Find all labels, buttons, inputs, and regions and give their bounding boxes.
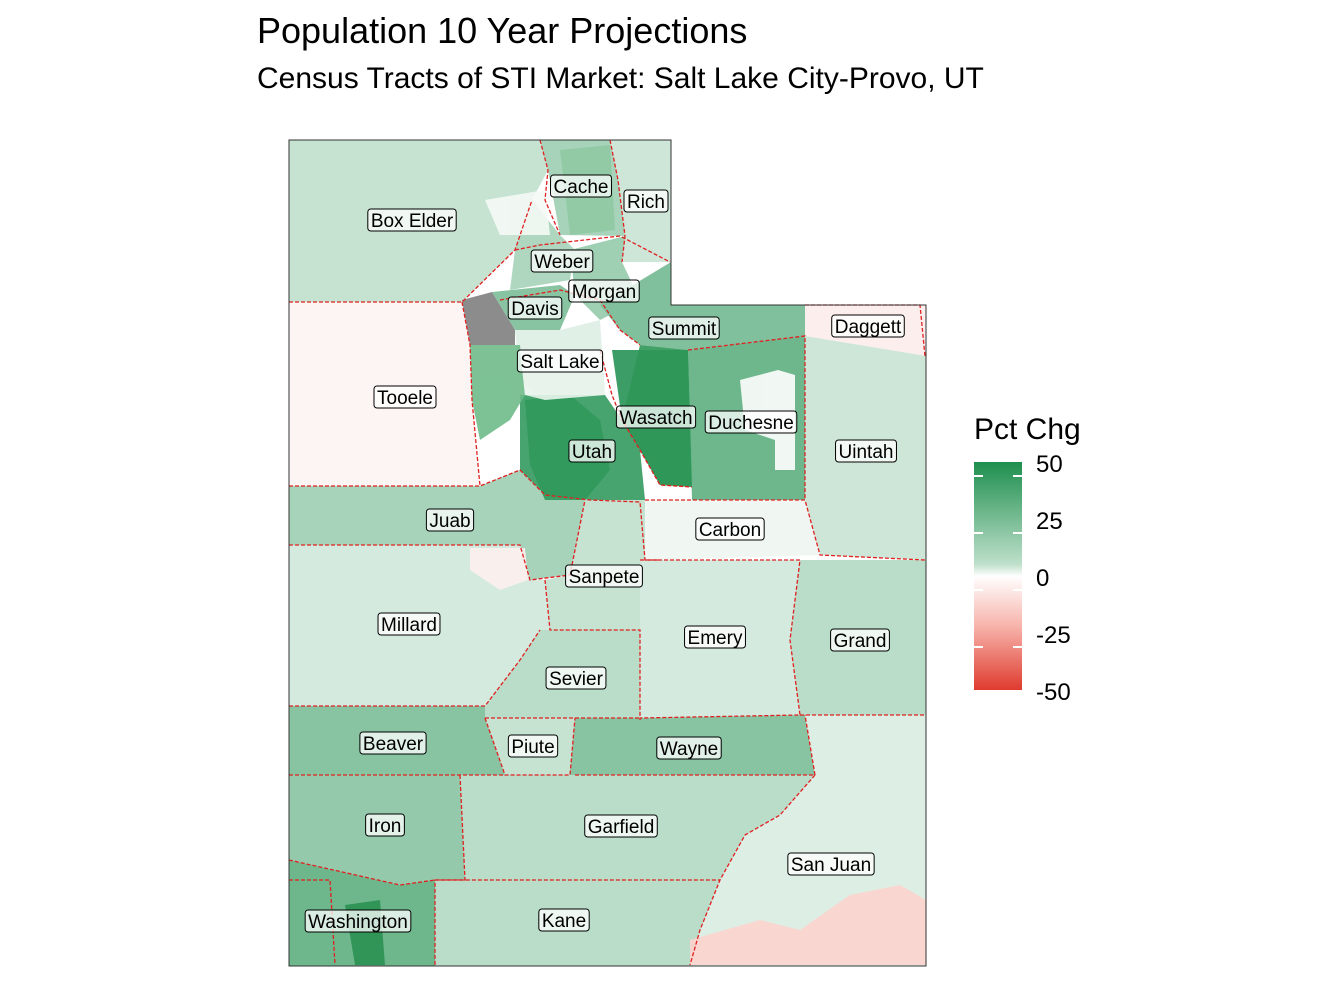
county-label-wasatch: Wasatch xyxy=(615,405,697,429)
legend-tick xyxy=(1013,532,1022,534)
county-label-box-elder: Box Elder xyxy=(367,208,457,232)
county-label-cache: Cache xyxy=(550,174,612,198)
state-outline xyxy=(288,139,927,967)
county-label-sanpete: Sanpete xyxy=(565,564,643,588)
county-label-text: Uintah xyxy=(839,442,894,463)
county-label-text: Davis xyxy=(511,299,559,320)
county-label-text: Utah xyxy=(572,442,612,463)
county-label-text: Carbon xyxy=(699,520,761,541)
county-label-uintah: Uintah xyxy=(835,439,897,463)
county-borders xyxy=(288,139,926,966)
county-label-text: Grand xyxy=(834,631,887,652)
legend-tick xyxy=(974,532,983,534)
legend-tick xyxy=(974,646,983,648)
county-label-text: Emery xyxy=(688,628,743,649)
legend-label: 50 xyxy=(1036,451,1063,478)
county-label-utah: Utah xyxy=(568,439,616,463)
county-label-text: Morgan xyxy=(572,282,636,303)
county-label-juab: Juab xyxy=(425,508,475,532)
county-label-duchesne: Duchesne xyxy=(704,410,798,434)
legend-tick xyxy=(1013,646,1022,648)
county-label-text: Summit xyxy=(652,319,717,340)
legend-tick xyxy=(974,589,983,591)
county-label-summit: Summit xyxy=(648,316,720,340)
legend-colorbar xyxy=(974,462,1022,690)
county-label-text: Cache xyxy=(554,177,609,198)
county-label-text: Juab xyxy=(429,511,470,532)
county-label-text: Millard xyxy=(381,615,437,636)
county-label-text: Daggett xyxy=(835,317,902,338)
map-title: Population 10 Year Projections xyxy=(257,10,748,51)
legend-tick xyxy=(1013,475,1022,477)
county-fills xyxy=(289,140,926,966)
legend-label: 0 xyxy=(1036,565,1050,592)
county-label-text: Garfield xyxy=(588,817,655,838)
county-label-text: Sanpete xyxy=(569,567,640,588)
legend-title: Pct Chg xyxy=(974,413,1081,446)
tract-millard-white xyxy=(470,548,528,590)
legend-label: -50 xyxy=(1036,679,1071,706)
county-label-text: Wayne xyxy=(660,739,718,760)
county-label-emery: Emery xyxy=(684,625,746,649)
county-label-tooele: Tooele xyxy=(373,385,437,409)
county-label-daggett: Daggett xyxy=(831,314,905,338)
county-label-weber: Weber xyxy=(530,249,594,273)
county-label-salt-lake: Salt Lake xyxy=(516,349,604,373)
county-label-piute: Piute xyxy=(507,734,559,758)
county-label-text: Iron xyxy=(369,816,402,837)
county-label-text: Piute xyxy=(511,737,554,758)
county-label-sevier: Sevier xyxy=(545,666,607,690)
county-label-text: Box Elder xyxy=(371,211,454,232)
legend-tick xyxy=(974,475,983,477)
county-label-carbon: Carbon xyxy=(695,517,765,541)
county-label-text: Wasatch xyxy=(619,408,692,429)
county-label-garfield: Garfield xyxy=(584,814,658,838)
tract-sanjuan-red xyxy=(690,885,926,965)
county-label-text: Sevier xyxy=(549,669,604,690)
county-label-beaver: Beaver xyxy=(359,731,427,755)
county-label-morgan: Morgan xyxy=(568,279,640,303)
county-label-washington: Washington xyxy=(304,909,412,933)
county-label-san-juan: San Juan xyxy=(787,852,875,876)
county-label-davis: Davis xyxy=(507,296,563,320)
county-label-iron: Iron xyxy=(365,813,405,837)
county-label-text: San Juan xyxy=(791,855,871,876)
tract-utah-core xyxy=(525,395,610,500)
county-label-text: Beaver xyxy=(363,734,424,755)
county-label-text: Salt Lake xyxy=(520,352,599,373)
legend-tick xyxy=(1013,589,1022,591)
county-label-millard: Millard xyxy=(377,612,441,636)
map-subtitle: Census Tracts of STI Market: Salt Lake C… xyxy=(257,62,984,95)
legend-label: 25 xyxy=(1036,508,1063,535)
county-label-text: Rich xyxy=(627,192,665,213)
tract-boxelder-white xyxy=(485,190,550,235)
county-label-text: Tooele xyxy=(377,388,433,409)
county-label-text: Weber xyxy=(534,252,590,273)
county-label-rich: Rich xyxy=(623,189,669,213)
legend-label: -25 xyxy=(1036,622,1071,649)
county-label-text: Kane xyxy=(542,911,586,932)
county-labels: Cache Rich Box Elder Weber Morgan Davis Summit… xyxy=(304,174,905,933)
county-label-text: Washington xyxy=(308,912,408,933)
county-label-grand: Grand xyxy=(830,628,890,652)
county-label-text: Duchesne xyxy=(708,413,794,434)
county-label-kane: Kane xyxy=(538,908,590,932)
tract-tooele-east xyxy=(470,345,525,440)
county-label-wayne: Wayne xyxy=(656,736,722,760)
